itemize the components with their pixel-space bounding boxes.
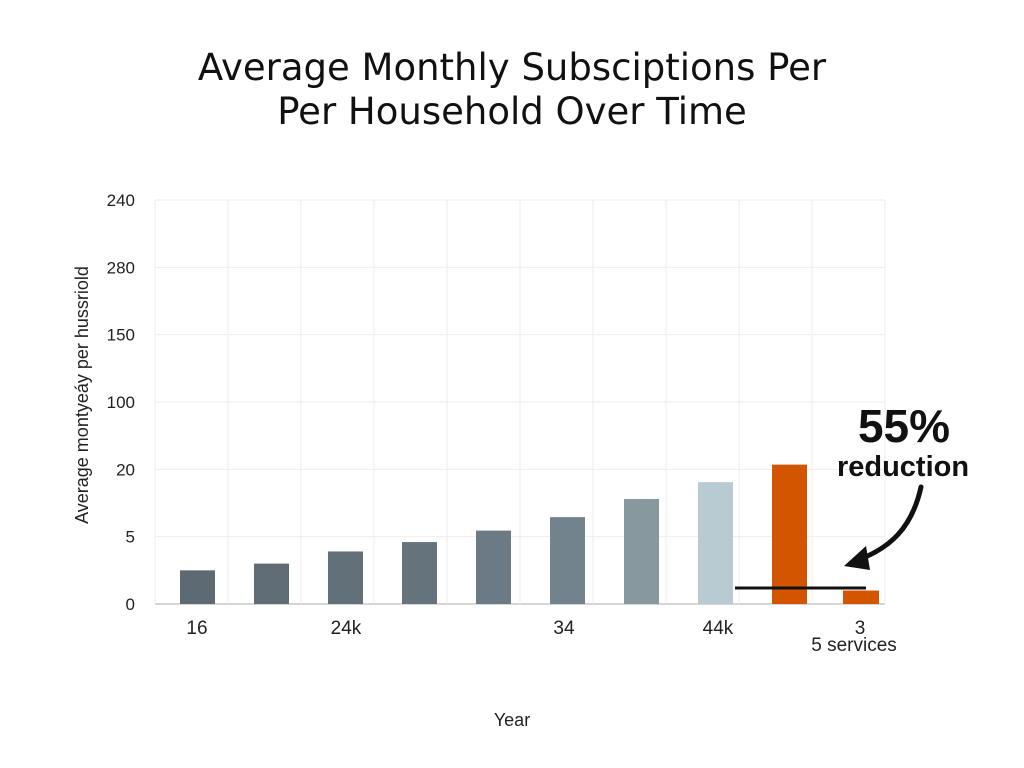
annotation-percent: 55% — [858, 400, 950, 452]
x-tick-label: 16 — [186, 618, 207, 639]
x-tick-label: 3 — [855, 618, 866, 639]
bar — [843, 590, 879, 604]
x-axis-ticks: 16 24k 34 44k 35 services — [186, 618, 896, 656]
bar — [624, 498, 659, 604]
y-axis-label: Average montyeáy per hussriold — [72, 266, 92, 524]
annotation-text: reduction — [837, 451, 969, 483]
x-tick-label: 44k — [703, 618, 734, 639]
x-tick-label-extra: 5 services — [811, 635, 897, 656]
y-tick-label: 0 — [126, 595, 135, 614]
bar — [476, 530, 511, 604]
annotation-arrowhead — [844, 546, 870, 570]
bar — [402, 542, 437, 604]
bar — [328, 551, 363, 604]
bar — [772, 464, 807, 604]
bar — [180, 570, 215, 604]
y-tick-label: 20 — [116, 460, 135, 479]
chart-title-line-2: Per Household Over Time — [277, 90, 747, 133]
x-tick-label: 24k — [331, 618, 362, 639]
y-tick-label: 150 — [107, 326, 135, 345]
y-axis-ticks: 0 5 20 100 150 280 240 — [107, 191, 135, 614]
y-tick-label: 240 — [107, 191, 135, 210]
y-tick-label: 280 — [107, 258, 135, 277]
chart-title-line-1: Average Monthly Subsciptions Per — [197, 46, 827, 89]
y-tick-label: 5 — [126, 528, 135, 547]
bar — [698, 482, 733, 604]
x-axis-label: Year — [494, 710, 530, 730]
grid-lines — [154, 199, 886, 605]
bar — [550, 517, 585, 604]
x-tick-label: 34 — [553, 618, 575, 639]
chart-title: Average Monthly Subsciptions Per Per Hou… — [0, 46, 1024, 134]
bar — [254, 563, 289, 604]
y-tick-label: 100 — [107, 393, 135, 412]
annotation-arrow — [855, 484, 924, 563]
bars — [180, 464, 879, 604]
